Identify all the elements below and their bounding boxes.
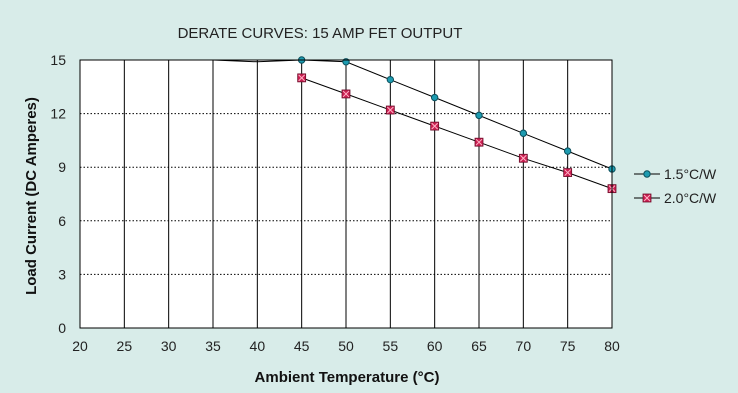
x-tick-label: 75 <box>560 338 576 354</box>
series-line-2 <box>301 77 613 190</box>
y-tick-label: 15 <box>50 52 66 68</box>
data-point-s2 <box>518 153 528 163</box>
legend: 1.5°C/W 2.0°C/W <box>634 166 717 206</box>
legend-entry-2: 2.0°C/W <box>634 190 717 206</box>
data-point-s1 <box>430 93 439 102</box>
x-tick-label: 40 <box>250 338 266 354</box>
legend-marker <box>643 170 651 178</box>
x-tick-label: 20 <box>72 338 88 354</box>
data-point-s1 <box>519 129 528 137</box>
tick-labels: 20 25 30 35 40 45 50 55 60 65 70 75 80 0 3 6 9 12 15 <box>50 52 620 354</box>
x-axis-label: Ambient Temperature (°C) <box>255 369 440 386</box>
x-tick-label: 30 <box>161 338 177 354</box>
data-point-s2 <box>385 105 395 115</box>
series-line-1 <box>212 59 613 170</box>
x-tick-label: 70 <box>516 338 532 354</box>
x-tick-label: 25 <box>117 338 133 354</box>
x-tick-label: 50 <box>338 338 354 354</box>
y-tick-label: 9 <box>58 159 66 175</box>
x-tick-label: 65 <box>471 338 487 354</box>
chart-title: DERATE CURVES: 15 AMP FET OUTPUT <box>178 25 463 42</box>
legend-entry-1: 1.5°C/W <box>634 166 717 182</box>
y-tick-label: 12 <box>50 106 66 122</box>
y-tick-label: 6 <box>58 213 66 229</box>
x-tick-label: 80 <box>604 338 620 354</box>
data-point-s2 <box>474 137 484 147</box>
grid <box>80 60 612 328</box>
x-tick-label: 35 <box>205 338 221 354</box>
data-point-s2 <box>297 73 307 83</box>
data-point-s1 <box>386 75 395 84</box>
data-point-s2 <box>341 89 351 99</box>
data-point-s1 <box>563 147 572 155</box>
x-tick-label: 45 <box>294 338 310 354</box>
legend-marker <box>642 193 652 203</box>
legend-label: 1.5°C/W <box>664 166 717 182</box>
x-tick-label: 55 <box>383 338 399 354</box>
data-point-s1 <box>475 111 483 120</box>
data-point-s2 <box>563 168 573 177</box>
x-tick-label: 60 <box>427 338 443 354</box>
y-tick-label: 3 <box>58 266 66 282</box>
y-tick-label: 0 <box>58 320 66 336</box>
y-axis-label: Load Current (DC Amperes) <box>23 97 40 295</box>
legend-label: 2.0°C/W <box>664 190 717 206</box>
data-point-s2 <box>430 121 440 131</box>
plot-border <box>79 59 613 329</box>
